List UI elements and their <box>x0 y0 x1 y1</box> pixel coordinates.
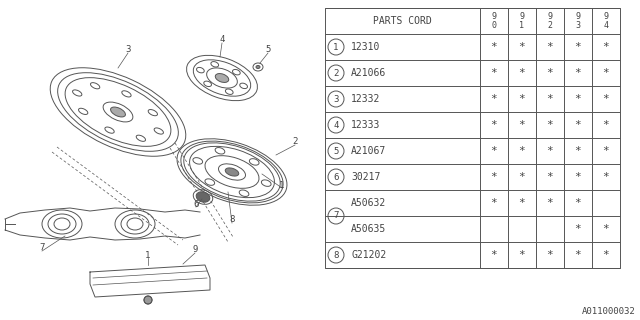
Text: 6: 6 <box>333 172 339 181</box>
Text: *: * <box>547 198 554 208</box>
Text: 12310: 12310 <box>351 42 380 52</box>
Text: *: * <box>518 172 525 182</box>
Text: *: * <box>603 172 609 182</box>
Text: 9
2: 9 2 <box>547 12 552 30</box>
Text: 8: 8 <box>229 215 235 225</box>
Text: 6: 6 <box>193 200 198 209</box>
Text: *: * <box>518 42 525 52</box>
Text: 9
0: 9 0 <box>492 12 497 30</box>
Text: *: * <box>603 224 609 234</box>
Text: 2: 2 <box>292 138 298 147</box>
Text: 9
3: 9 3 <box>575 12 580 30</box>
Text: *: * <box>491 94 497 104</box>
Text: *: * <box>603 94 609 104</box>
Text: *: * <box>518 68 525 78</box>
Text: *: * <box>547 146 554 156</box>
Ellipse shape <box>215 74 228 83</box>
Text: *: * <box>547 120 554 130</box>
Text: *: * <box>603 120 609 130</box>
Text: A50632: A50632 <box>351 198 387 208</box>
Text: 2: 2 <box>333 68 339 77</box>
Text: *: * <box>547 94 554 104</box>
Ellipse shape <box>196 192 210 202</box>
Text: G21202: G21202 <box>351 250 387 260</box>
Text: *: * <box>547 42 554 52</box>
Text: A011000032: A011000032 <box>582 307 636 316</box>
Text: *: * <box>575 120 581 130</box>
Bar <box>325 8 620 268</box>
Text: 12332: 12332 <box>351 94 380 104</box>
Text: 9
1: 9 1 <box>520 12 525 30</box>
Text: *: * <box>575 68 581 78</box>
Text: 7: 7 <box>39 244 45 252</box>
Text: 4: 4 <box>333 121 339 130</box>
Text: 12333: 12333 <box>351 120 380 130</box>
Text: *: * <box>491 198 497 208</box>
Text: *: * <box>518 120 525 130</box>
Text: *: * <box>603 42 609 52</box>
Text: *: * <box>575 198 581 208</box>
Text: *: * <box>547 172 554 182</box>
Text: *: * <box>575 172 581 182</box>
Text: *: * <box>491 146 497 156</box>
Text: *: * <box>603 250 609 260</box>
Text: 9: 9 <box>192 245 198 254</box>
Text: *: * <box>491 42 497 52</box>
Text: 3: 3 <box>333 94 339 103</box>
Ellipse shape <box>144 296 152 304</box>
Ellipse shape <box>256 66 260 68</box>
Text: 7: 7 <box>333 212 339 220</box>
Text: 9
4: 9 4 <box>604 12 609 30</box>
Text: *: * <box>491 250 497 260</box>
Text: 4: 4 <box>220 36 225 44</box>
Text: *: * <box>518 250 525 260</box>
Polygon shape <box>90 265 210 297</box>
Text: *: * <box>575 94 581 104</box>
Text: *: * <box>547 68 554 78</box>
Text: A21067: A21067 <box>351 146 387 156</box>
Text: 8: 8 <box>333 251 339 260</box>
Text: *: * <box>518 94 525 104</box>
Text: *: * <box>491 120 497 130</box>
Text: A50635: A50635 <box>351 224 387 234</box>
Text: *: * <box>491 172 497 182</box>
Text: PARTS CORD: PARTS CORD <box>373 16 432 26</box>
Text: 5: 5 <box>333 147 339 156</box>
Text: *: * <box>603 68 609 78</box>
Ellipse shape <box>225 168 239 176</box>
Text: *: * <box>518 198 525 208</box>
Text: 1: 1 <box>145 251 150 260</box>
Text: *: * <box>575 42 581 52</box>
Ellipse shape <box>111 107 125 117</box>
Text: *: * <box>603 146 609 156</box>
Text: 30217: 30217 <box>351 172 380 182</box>
Text: *: * <box>575 146 581 156</box>
Text: 1: 1 <box>279 180 285 189</box>
Text: *: * <box>575 250 581 260</box>
Text: 1: 1 <box>333 43 339 52</box>
Text: 5: 5 <box>266 45 271 54</box>
Text: *: * <box>547 250 554 260</box>
Text: *: * <box>491 68 497 78</box>
Text: *: * <box>575 224 581 234</box>
Text: *: * <box>518 146 525 156</box>
Text: 3: 3 <box>125 45 131 54</box>
Text: A21066: A21066 <box>351 68 387 78</box>
